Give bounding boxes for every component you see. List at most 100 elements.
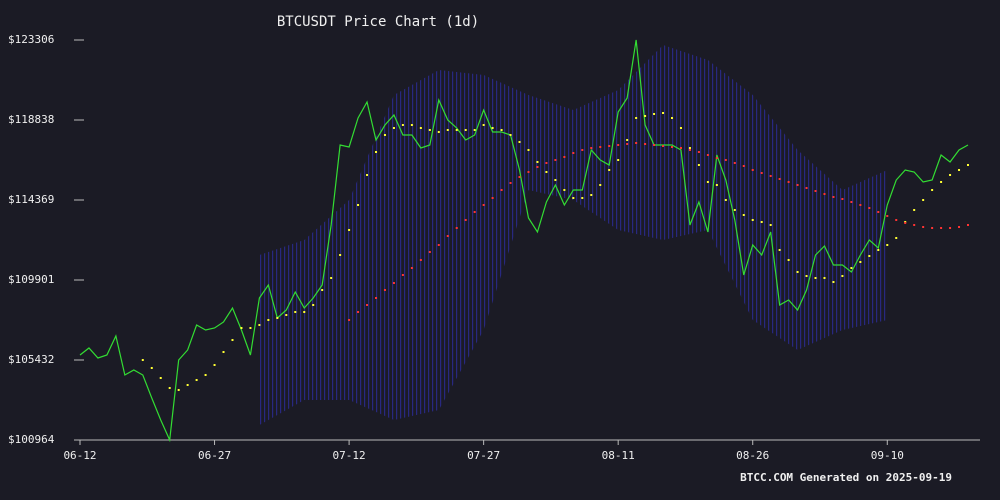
ma-dot [482,203,485,206]
ma-dot [814,189,817,192]
ma-dot [375,297,377,300]
y-tick-label: $109901 [8,273,54,286]
ma-dot [913,208,916,211]
ma-dot [285,313,288,316]
ma-dot [401,274,404,277]
ma-dot [473,129,476,132]
ma-dot [662,145,665,148]
ma-dot [590,194,593,197]
ma-dot [742,214,745,217]
ma-dot [222,351,225,354]
ma-dot [733,208,736,211]
ma-dot [958,226,961,229]
ma-dot [437,243,440,246]
ma-dot [787,258,790,261]
ma-dot [375,151,377,154]
ma-dot [913,223,916,226]
ma-dot [590,146,593,149]
ma-dot [330,276,333,279]
ma-dot [778,178,781,181]
ma-dot [213,364,216,367]
ma-dot [464,219,467,222]
ma-dot [859,261,862,264]
ma-dot [240,326,243,329]
ma-dot [671,145,673,148]
ma-dot [760,172,763,175]
ma-dot [626,139,629,142]
ma-dot [572,196,575,199]
x-tick-label: 07-27 [467,449,500,462]
ma-dot [949,227,952,230]
ma-dot [886,243,889,246]
ma-dot [679,126,682,129]
ma-dot [383,133,386,136]
ma-dot [357,311,360,314]
ma-dot [401,124,404,127]
ma-dot [159,377,162,380]
ma-dot [724,159,727,162]
ma-dot [563,188,566,191]
ma-dot [366,173,369,176]
ma-dot [922,199,925,202]
ma-dot [563,155,566,158]
x-tick-label: 06-12 [63,449,96,462]
ma-dot [464,129,467,132]
ma-dot [868,255,871,258]
ma-dot [671,117,673,120]
ma-dot [832,281,835,284]
ma-dot [662,111,665,114]
ma-dot [886,214,889,217]
ma-dot [410,124,413,127]
ma-dot [724,199,727,202]
ma-dot [679,146,682,149]
ma-dot [150,366,153,369]
ma-dot [895,219,898,222]
ma-dot [554,179,557,182]
ma-dot [267,318,270,321]
ma-dot [509,133,512,136]
ma-dot [455,227,458,230]
ma-dot [760,221,763,224]
ma-dot [518,140,521,143]
ma-dot [204,373,207,376]
ma-dot [428,250,431,253]
ma-dot [653,144,656,147]
x-tick-label: 09-10 [871,449,904,462]
ma-dot [814,276,817,279]
ma-dot [509,181,512,184]
ma-dot [697,164,700,167]
ma-dot [410,267,413,270]
ma-dot [850,201,853,204]
ma-dot [581,196,584,199]
ma-dot [177,388,180,391]
ma-dot [644,143,647,146]
ma-dot [348,228,351,231]
ma-dot [383,289,386,292]
ma-dot [527,171,530,174]
ma-dot [321,289,324,292]
y-tick-label: $100964 [8,433,55,446]
ma-dot [473,210,476,213]
band-area [259,44,888,425]
ma-dot [608,145,611,148]
ma-dot [877,210,880,213]
ma-dot [518,175,521,178]
ma-dot [428,129,431,132]
ma-dot [958,168,961,171]
ma-dot [554,159,557,162]
ma-dot [967,164,969,167]
ma-dot [419,126,422,129]
ma-dot [823,193,826,196]
ma-dot [536,160,539,163]
x-tick-label: 07-12 [333,449,366,462]
ma-dot [859,203,862,206]
y-tick-label: $114369 [8,193,54,206]
ma-dot [653,112,656,115]
ma-dot [823,276,826,279]
ma-dot [572,152,575,155]
ma-dot [940,227,943,230]
ma-dot [249,326,252,329]
ma-dot [455,129,458,132]
ma-dot [500,129,503,132]
ma-dot [195,379,198,382]
